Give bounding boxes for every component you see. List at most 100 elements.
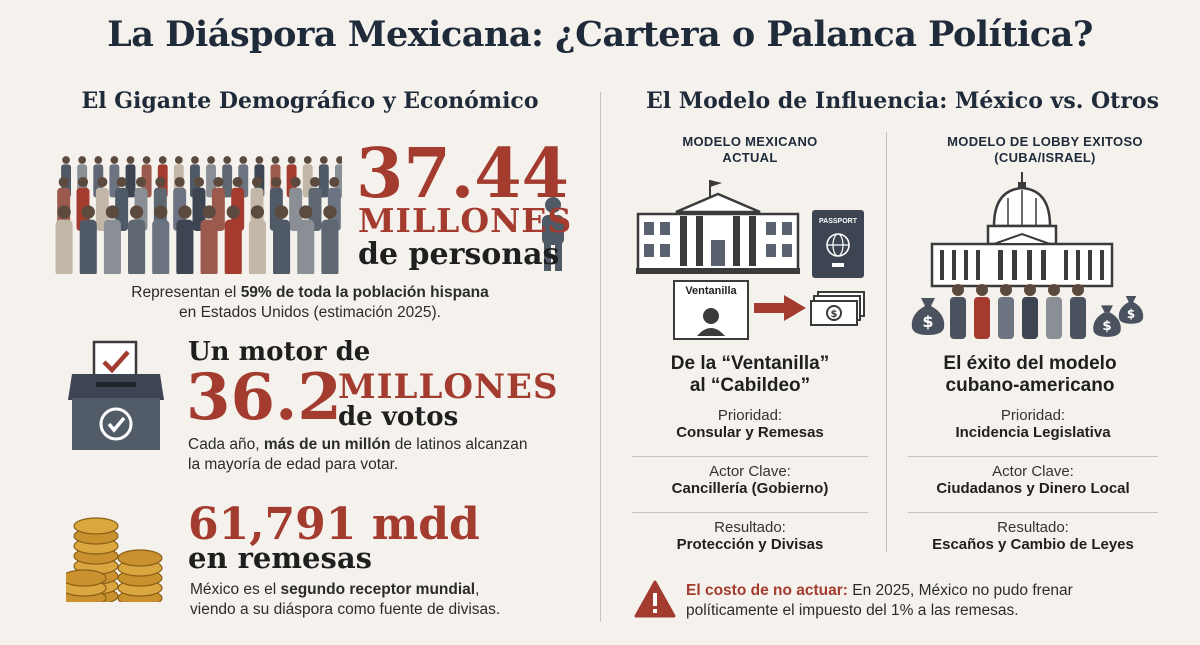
row-value: Ciudadanos y Dinero Local [936,480,1130,497]
lobby-row-actor: Actor Clave: Ciudadanos y Dinero Local [908,457,1158,512]
group-person [1022,284,1038,339]
population-desc-bold: 59% de toda la población hispana [240,284,489,301]
row-value: Consular y Remesas [676,424,824,441]
crowd-person [79,205,97,277]
population-number: 37.44 [356,134,569,214]
population-description: Representan el 59% de toda la población … [60,283,560,323]
lobby-model-rows: Prioridad: Incidencia Legislativa Actor … [908,407,1158,568]
crowd-person [192,176,206,231]
crowd-person [95,176,109,231]
remittances-desc-bold: segundo receptor mundial [280,581,476,598]
warning-icon [634,580,676,618]
crowd-person [289,176,303,231]
votes-desc-line2: la mayoría de edad para votar. [188,456,399,474]
crowd-person [125,156,136,198]
mexican-subtitle-line1: De la “Ventanilla” [670,353,830,374]
warning-line2: políticamente el impuesto del 1% a las r… [686,602,1019,620]
row-divider [908,512,1158,513]
lobby-row-priority: Prioridad: Incidencia Legislativa [908,407,1158,456]
row-label: Actor Clave: [992,463,1074,480]
coin [61,569,107,587]
svg-text:$: $ [1127,307,1135,321]
money-bag-icon: $ [1116,290,1146,326]
crowd-person [224,205,242,277]
crowd-person [297,205,315,277]
left-section-title: El Gigante Demográfico y Económico [81,88,539,114]
group-person [998,284,1014,339]
government-building-icon [636,178,800,276]
crowd-person [152,205,170,277]
money-bag-icon: $ [1090,300,1124,338]
warning-bold: El costo de no actuar: [686,582,848,599]
lobby-subtitle-line1: El éxito del modelo [943,353,1117,374]
crowd-person [176,205,194,277]
row-divider [632,512,868,513]
population-desc-post: en Estados Unidos (estimación 2025). [179,304,441,322]
votes-desc-bold: más de un millón [263,436,391,453]
mexican-model-subtitle: De la “Ventanilla” al “Cabildeo” [620,353,880,397]
population-desc-pre: Representan el [131,284,241,301]
remittances-suffix: en remesas [188,541,372,575]
group-person [950,284,966,339]
lone-person-icon [536,195,570,271]
people-group-icon [948,282,1088,340]
coin [117,549,163,567]
votes-number: 36.2 [186,360,342,435]
warning-text: El costo de no actuar: En 2025, México n… [686,581,1186,621]
row-divider [632,456,868,457]
svg-text:$: $ [831,309,838,320]
money-bag-icon: $ [908,292,948,336]
window-label: Ventanilla [685,285,737,297]
row-divider [908,456,1158,457]
ballot-box-icon [66,340,166,452]
crowd-person [321,205,339,277]
mexican-subtitle-line2: al “Cabildeo” [689,374,811,396]
row-label: Actor Clave: [709,463,791,480]
group-person [1046,284,1062,339]
crowd-person [222,156,233,198]
crowd-person [318,156,329,198]
crowd-person [200,205,218,277]
lobby-model-subtitle: El éxito del modelo cubano-americano [900,353,1160,397]
row-value: Protección y Divisas [676,536,824,553]
mexican-header-line2: ACTUAL [722,150,778,166]
votes-desc-post: de latinos alcanzan [390,436,528,453]
lobby-header-line2: (CUBA/ISRAEL) [994,150,1096,166]
remittances-desc-line2: viendo a su diáspora como fuente de divi… [190,601,501,619]
coin [73,517,119,535]
row-label: Resultado: [997,519,1069,536]
crowd-person [55,205,73,277]
lobby-header-line1: MODELO DE LOBBY EXITOSO [947,134,1143,149]
section-divider [600,92,601,622]
row-label: Resultado: [714,519,786,536]
coins-icon [61,506,172,607]
remittances-number: 61,791 mdd [188,499,480,550]
crowd-icon [52,132,345,277]
mexican-row-actor: Actor Clave: Cancillería (Gobierno) [632,457,868,512]
crowd-person [103,205,121,277]
group-person [1070,284,1086,339]
row-value: Cancillería (Gobierno) [671,480,829,497]
mexican-model-rows: Prioridad: Consular y Remesas Actor Clav… [632,407,868,568]
population-unit: MILLONES [358,201,573,240]
group-person [974,284,990,339]
svg-text:$: $ [922,312,933,331]
page-title: La Diáspora Mexicana: ¿Cartera o Palanca… [107,14,1093,55]
votes-lead: Un motor de [188,337,371,367]
crowd-person [128,205,146,277]
remittances-desc-post: , [475,581,480,598]
models-divider [886,132,887,552]
arrow-right-icon [752,293,808,323]
crowd-person [273,205,291,277]
row-value: Escaños y Cambio de Leyes [932,536,1134,553]
service-window-icon: Ventanilla [673,280,749,340]
remittances-description: México es el segundo receptor mundial, v… [190,580,590,620]
lobby-subtitle-line2: cubano-americano [945,374,1115,396]
votes-unit: MILLONES [338,367,559,407]
lobby-row-result: Resultado: Escaños y Cambio de Leyes [908,513,1158,568]
votes-suffix: de votos [338,402,459,432]
capitol-icon [930,172,1114,290]
mexican-model-header: MODELO MEXICANO ACTUAL [630,134,870,167]
cash-icon: $ [810,290,866,330]
crowd-person [248,205,266,277]
